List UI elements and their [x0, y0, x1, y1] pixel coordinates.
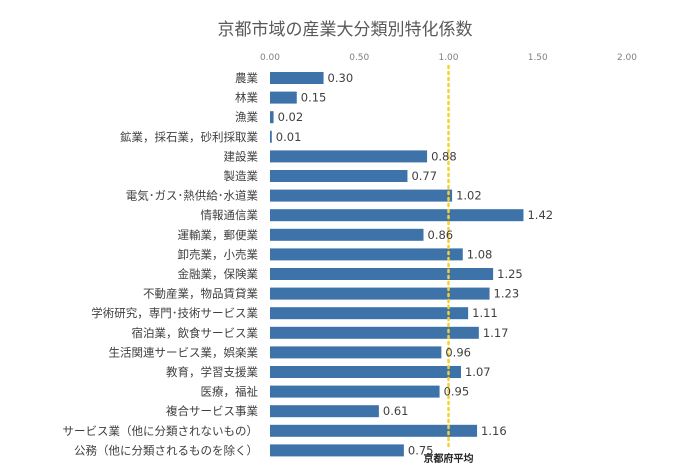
chart-title: 京都市域の産業大分類別特化係数 [218, 20, 473, 40]
category-label: 複合サービス事業 [166, 404, 258, 418]
bar [270, 307, 469, 320]
value-label: 1.23 [494, 287, 520, 301]
bar [270, 189, 453, 202]
bar [270, 287, 490, 300]
bar [270, 150, 428, 163]
x-axis-ticks: 0.00 0.50 1.00 1.50 2.00 [260, 53, 637, 63]
x-tick-label: 1.00 [438, 53, 458, 63]
value-label: 1.42 [527, 208, 553, 222]
category-label: 建設業 [224, 149, 259, 163]
x-tick-label: 0.00 [260, 53, 280, 63]
category-label: 鉱業，採石業，砂利採取業 [120, 130, 258, 144]
bar [270, 111, 274, 124]
category-label: 情報通信業 [201, 208, 259, 222]
category-label: 宿泊業，飲食サービス業 [132, 326, 259, 340]
bar [270, 346, 442, 359]
bar [270, 209, 524, 222]
value-label: 0.61 [383, 404, 409, 418]
value-labels: 0.300.15 0.02 0.01 0.88 0.77 1.02 1.42 0.86 1.08… [276, 71, 553, 457]
bar [270, 424, 478, 437]
category-label: 林業 [235, 91, 258, 105]
category-label: 農業 [235, 71, 258, 85]
bar [270, 268, 494, 280]
category-label: 不動産業，物品賃貸業 [143, 287, 258, 301]
category-label: 生活関連サービス業，娯楽業 [109, 345, 259, 359]
value-label: 0.75 [408, 443, 434, 457]
category-label: 公務（他に分類されるものを除く） [74, 443, 258, 457]
category-label: 電気･ガス･熱供給･水道業 [126, 189, 259, 203]
bars [270, 72, 524, 457]
bar [270, 385, 440, 398]
bar [270, 444, 404, 457]
x-tick-label: 1.50 [528, 53, 548, 63]
value-label: 1.25 [497, 267, 523, 281]
value-label: 0.88 [431, 149, 457, 163]
value-label: 0.96 [445, 345, 471, 359]
category-label: サービス業（他に分類されないもの） [63, 424, 259, 438]
reference-line-label: 京都府平均 [424, 452, 474, 465]
value-label: 0.01 [276, 130, 302, 144]
bar [270, 228, 424, 241]
value-label: 1.11 [472, 306, 498, 320]
bar [270, 248, 463, 261]
bar [270, 91, 297, 104]
category-label: 製造業 [224, 169, 259, 183]
category-label: 学術研究，専門･技術サービス業 [91, 306, 258, 320]
reference-line-group: 京都府平均 [424, 64, 474, 465]
bar [270, 170, 408, 182]
value-label: 1.02 [456, 189, 482, 203]
x-tick-label: 0.50 [349, 53, 369, 63]
bar [270, 366, 461, 378]
value-label: 0.30 [328, 71, 354, 85]
x-tick-label: 2.00 [617, 53, 637, 63]
value-label: 1.07 [465, 365, 491, 379]
value-label: 1.08 [467, 247, 493, 261]
category-label: 金融業，保険業 [178, 267, 259, 281]
value-label: 0.02 [278, 110, 304, 124]
bar [270, 130, 272, 143]
value-label: 0.15 [301, 91, 327, 105]
value-label: 0.77 [411, 169, 437, 183]
value-label: 1.16 [481, 424, 507, 438]
category-label: 運輸業，郵便業 [178, 228, 259, 242]
bar [270, 326, 479, 339]
value-label: 1.17 [483, 326, 509, 340]
value-label: 0.86 [428, 228, 454, 242]
bar [270, 72, 324, 84]
category-label: 教育，学習支援業 [166, 365, 258, 379]
category-label: 医療，福祉 [201, 385, 259, 399]
category-label: 卸売業，小売業 [178, 247, 259, 261]
value-label: 0.95 [444, 385, 470, 399]
category-labels: 農業林業漁業鉱業，採石業，砂利採取業建設業製造業電気･ガス･熱供給･水道業情報通… [63, 71, 259, 457]
category-label: 漁業 [235, 110, 258, 124]
bar [270, 405, 379, 418]
